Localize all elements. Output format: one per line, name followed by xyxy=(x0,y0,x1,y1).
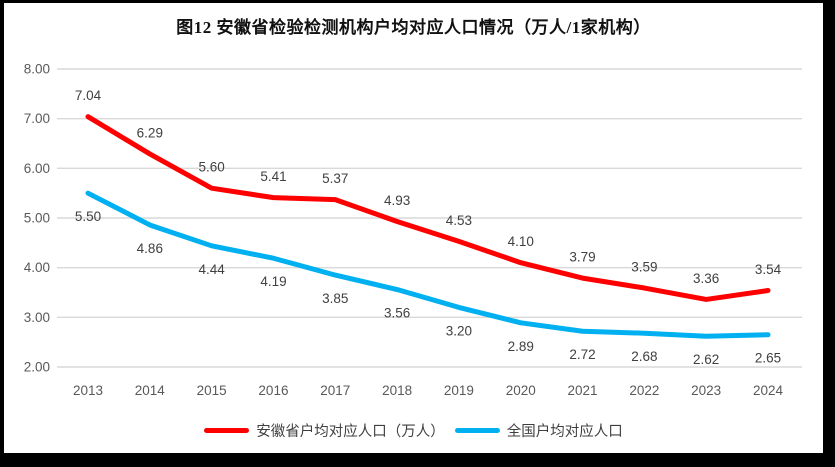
data-label: 3.54 xyxy=(755,262,782,277)
legend-item-national: 全国户均对应人口 xyxy=(454,420,623,441)
data-label: 4.19 xyxy=(260,274,286,289)
gridlines xyxy=(57,68,802,368)
x-axis-tick-labels: 2013 2014 2015 2016 2017 2018 2019 2020 2021 2022… xyxy=(73,383,784,398)
data-label: 5.50 xyxy=(75,209,101,224)
x-tick-label: 2018 xyxy=(382,383,412,398)
legend-label-anhui: 安徽省户均对应人口（万人） xyxy=(256,424,445,440)
data-label: 4.10 xyxy=(508,234,534,249)
series-data-labels-1: 5.50 4.86 4.44 4.19 3.85 3.56 3.20 2.89 2.72 2.68… xyxy=(75,209,781,367)
x-tick-label: 2014 xyxy=(135,383,166,398)
data-label: 2.65 xyxy=(755,351,781,366)
chart-legend: 安徽省户均对应人口（万人） 全国户均对应人口 xyxy=(4,420,823,441)
x-tick-label: 2013 xyxy=(73,383,103,398)
y-axis-tick-labels: 2.00 3.00 4.00 5.00 6.00 7.00 8.00 xyxy=(24,62,50,375)
line-chart-plot: 2.00 3.00 4.00 5.00 6.00 7.00 8.00 2013 2014 2015… xyxy=(24,62,802,398)
chart-canvas: 图12 安徽省检验检测机构户均对应人口情况（万人/1家机构） 2.00 3.00 4… xyxy=(4,3,823,453)
series-line-0 xyxy=(85,114,771,302)
data-label: 5.41 xyxy=(260,169,286,184)
data-label: 3.85 xyxy=(322,291,348,306)
data-label: 2.89 xyxy=(508,339,534,354)
data-label: 2.72 xyxy=(569,347,595,362)
data-label: 6.29 xyxy=(137,125,163,140)
x-tick-label: 2015 xyxy=(197,383,227,398)
legend-swatch-national-blue-line xyxy=(454,428,500,433)
data-label: 4.93 xyxy=(384,193,410,208)
data-label: 4.86 xyxy=(137,241,163,256)
data-label: 2.68 xyxy=(631,349,657,364)
data-label: 5.60 xyxy=(198,160,224,175)
data-label: 3.56 xyxy=(384,306,410,321)
data-label: 3.59 xyxy=(631,260,657,275)
data-label: 3.79 xyxy=(569,250,595,265)
x-tick-label: 2021 xyxy=(568,383,598,398)
series-line-1 xyxy=(85,190,771,339)
y-tick-label: 2.00 xyxy=(24,360,50,375)
x-tick-label: 2022 xyxy=(629,383,659,398)
x-tick-label: 2020 xyxy=(506,383,536,398)
series-data-labels-0: 7.04 6.29 5.60 5.41 5.37 4.93 4.53 4.10 3.79 3.59… xyxy=(75,88,782,286)
y-tick-label: 7.00 xyxy=(24,111,50,126)
y-tick-label: 4.00 xyxy=(24,260,50,275)
chart-title: 图12 安徽省检验检测机构户均对应人口情况（万人/1家机构） xyxy=(176,18,651,37)
legend-swatch-anhui-red-line xyxy=(204,428,250,433)
legend-item-anhui: 安徽省户均对应人口（万人） xyxy=(204,420,445,441)
x-tick-label: 2016 xyxy=(258,383,288,398)
data-label: 5.37 xyxy=(322,171,348,186)
x-tick-label: 2024 xyxy=(753,383,784,398)
y-tick-label: 5.00 xyxy=(24,211,50,226)
data-label: 4.53 xyxy=(446,213,472,228)
data-label: 3.20 xyxy=(446,323,472,338)
data-label: 7.04 xyxy=(75,88,102,103)
x-tick-label: 2023 xyxy=(691,383,721,398)
x-tick-label: 2017 xyxy=(320,383,350,398)
legend-label-national: 全国户均对应人口 xyxy=(506,424,623,440)
y-tick-label: 6.00 xyxy=(24,161,50,176)
data-label: 3.36 xyxy=(693,271,719,286)
x-tick-label: 2019 xyxy=(444,383,474,398)
y-tick-label: 3.00 xyxy=(24,310,50,325)
data-label: 4.44 xyxy=(198,262,225,277)
data-label: 2.62 xyxy=(693,352,719,367)
y-tick-label: 8.00 xyxy=(24,62,50,77)
